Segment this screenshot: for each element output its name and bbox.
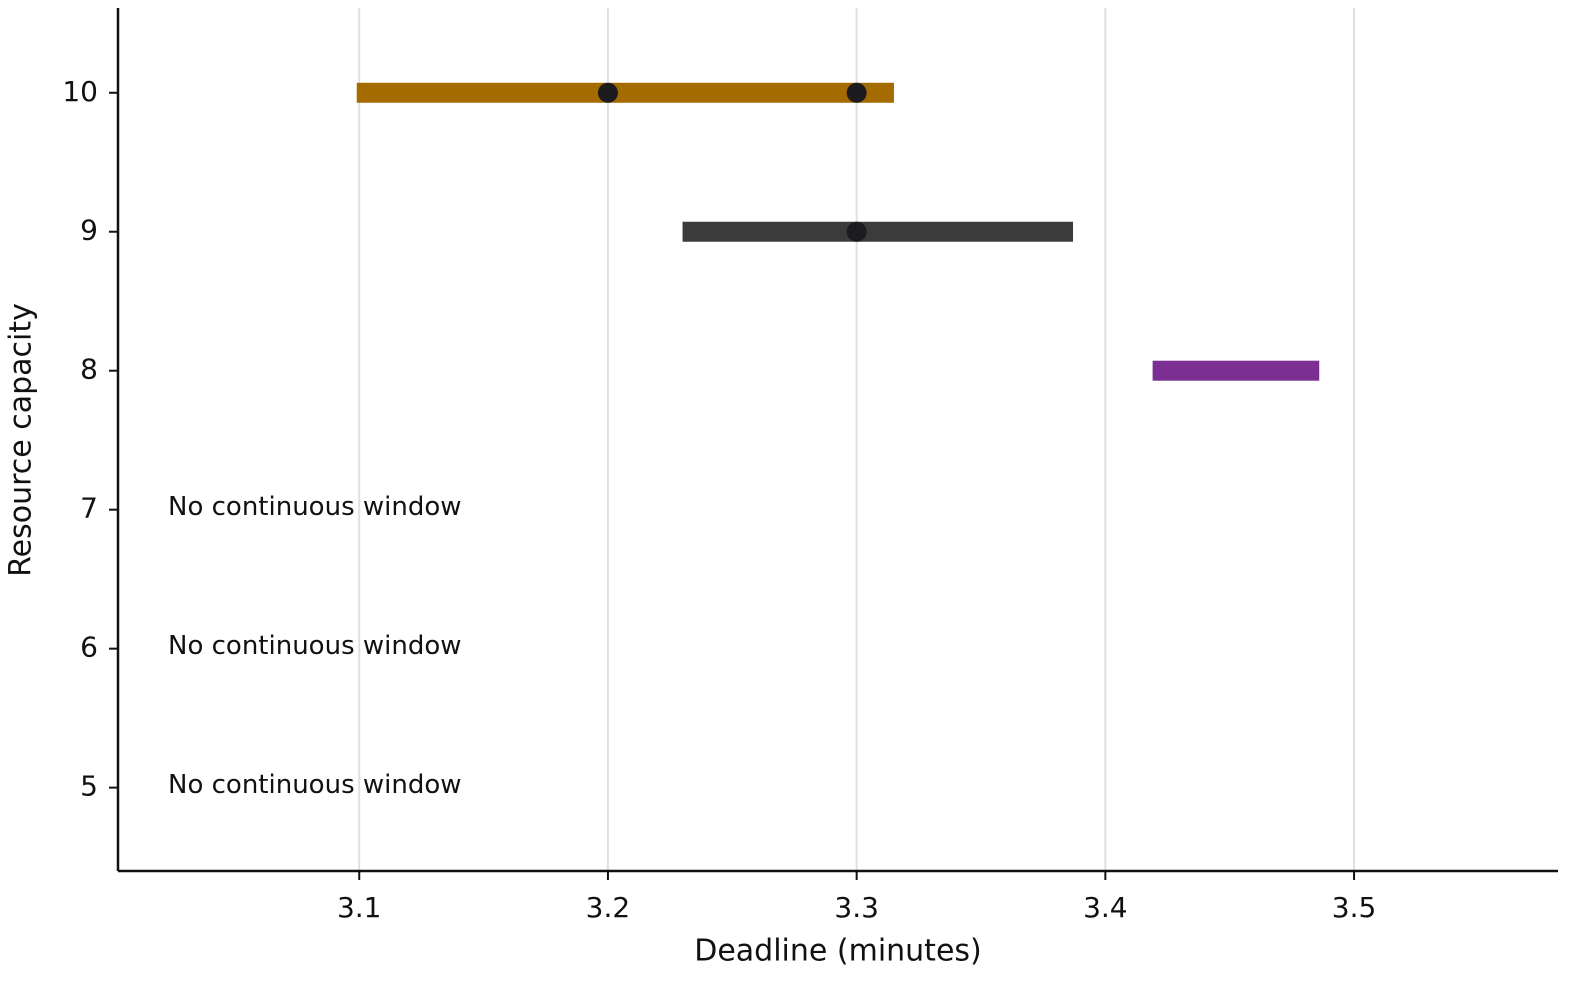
y-tick-label: 9	[80, 214, 98, 247]
annotation: No continuous window	[168, 631, 462, 661]
x-tick-label: 3.4	[1083, 891, 1128, 924]
y-tick-label: 7	[80, 492, 98, 525]
point	[597, 82, 618, 103]
x-tick-label: 3.2	[586, 891, 631, 924]
y-tick-label: 6	[80, 631, 98, 664]
point	[846, 82, 867, 103]
y-tick-label: 8	[80, 353, 98, 386]
range-bar	[356, 82, 894, 103]
point	[846, 221, 867, 242]
range-bar	[1152, 360, 1320, 381]
annotation: No continuous window	[168, 492, 462, 522]
x-tick-label: 3.3	[834, 891, 879, 924]
y-tick-label: 5	[80, 770, 98, 803]
x-tick-label: 3.5	[1332, 891, 1377, 924]
x-axis-label: Deadline (minutes)	[694, 934, 982, 969]
x-tick-label: 3.1	[337, 891, 382, 924]
y-axis-label: Resource capacity	[4, 303, 39, 577]
y-tick-label: 10	[62, 75, 98, 108]
annotation: No continuous window	[168, 770, 462, 800]
range-bar	[682, 221, 1074, 242]
